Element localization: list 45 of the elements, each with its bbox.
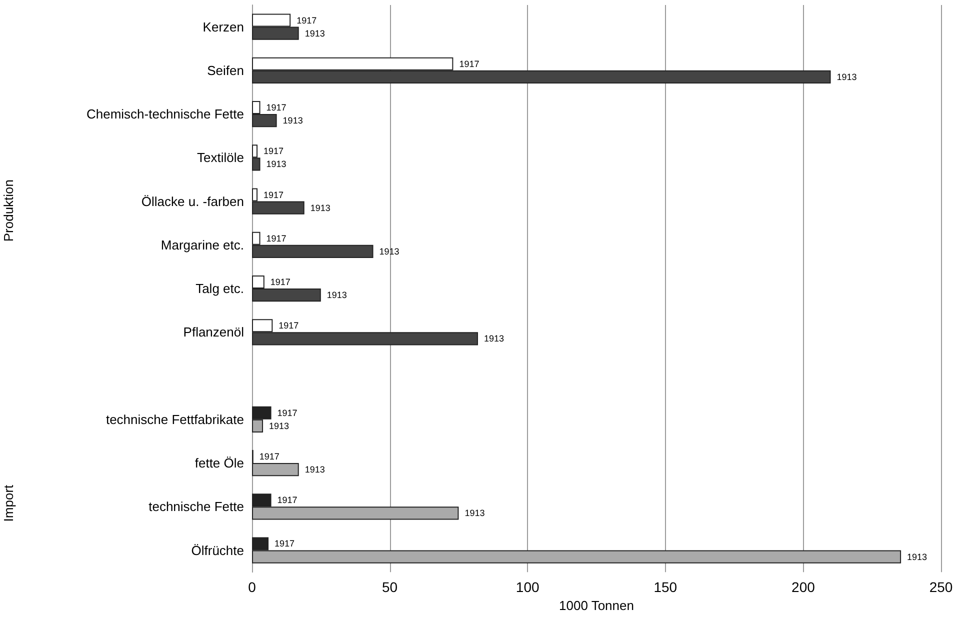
text: 1913 bbox=[464, 508, 485, 518]
text: 1913 bbox=[269, 420, 290, 431]
y-tick-label: Ölfrüchte bbox=[191, 542, 244, 558]
y-tick-label: Öllacke u. -farben bbox=[141, 194, 244, 209]
text: 1913 bbox=[304, 464, 325, 475]
y-tick-label: fette Öle bbox=[194, 456, 244, 471]
series-label: 1917 bbox=[296, 15, 317, 26]
text: 1917 bbox=[266, 233, 286, 244]
text: 1917 bbox=[274, 538, 295, 549]
y-tick-label: Textilöle bbox=[197, 150, 244, 166]
text: 1917 bbox=[278, 320, 299, 331]
y-tick-label: Pflanzenöl bbox=[183, 324, 244, 340]
y-tick-label: Margarine etc. bbox=[160, 237, 244, 252]
y-tick-label: Talg etc. bbox=[196, 281, 244, 296]
text: Import bbox=[1, 484, 16, 522]
x-tick-label: 100 bbox=[516, 579, 540, 596]
text: 1913 bbox=[484, 334, 504, 344]
y-tick-label: technische Fette bbox=[148, 499, 244, 514]
text: 1917 bbox=[277, 495, 298, 506]
y-tick-label: Seifen bbox=[207, 62, 244, 78]
text: 1917 bbox=[459, 58, 480, 69]
text: 1913 bbox=[326, 290, 347, 300]
x-tick-label: 200 bbox=[792, 579, 816, 596]
text: 1917 bbox=[264, 146, 284, 156]
text: 1917 bbox=[266, 102, 286, 113]
y-tick-label: Kerzen bbox=[202, 19, 244, 34]
x-axis-title: 1000 Tonnen bbox=[559, 598, 634, 613]
text: 1913 bbox=[907, 552, 928, 562]
text: 1913 bbox=[379, 246, 400, 256]
x-tick-label: 150 bbox=[654, 579, 678, 596]
text: 1913 bbox=[836, 72, 857, 82]
text: 1917 bbox=[270, 277, 290, 288]
x-tick-label: 50 bbox=[382, 579, 398, 596]
text: 1917 bbox=[259, 452, 280, 462]
y-tick-label: technische Fettfabrikate bbox=[106, 412, 244, 427]
series-label: 1913 bbox=[304, 28, 325, 38]
text: 1913 bbox=[266, 159, 286, 170]
x-tick-label: 0 bbox=[248, 579, 256, 596]
text: 1913 bbox=[310, 202, 330, 213]
text: Produktion bbox=[1, 179, 16, 242]
text: 1917 bbox=[264, 190, 284, 200]
y-tick-label: Chemisch-technische Fette bbox=[86, 106, 244, 122]
text: 1917 bbox=[277, 408, 298, 418]
text: 1913 bbox=[282, 116, 303, 126]
x-tick-label: 250 bbox=[929, 579, 953, 596]
